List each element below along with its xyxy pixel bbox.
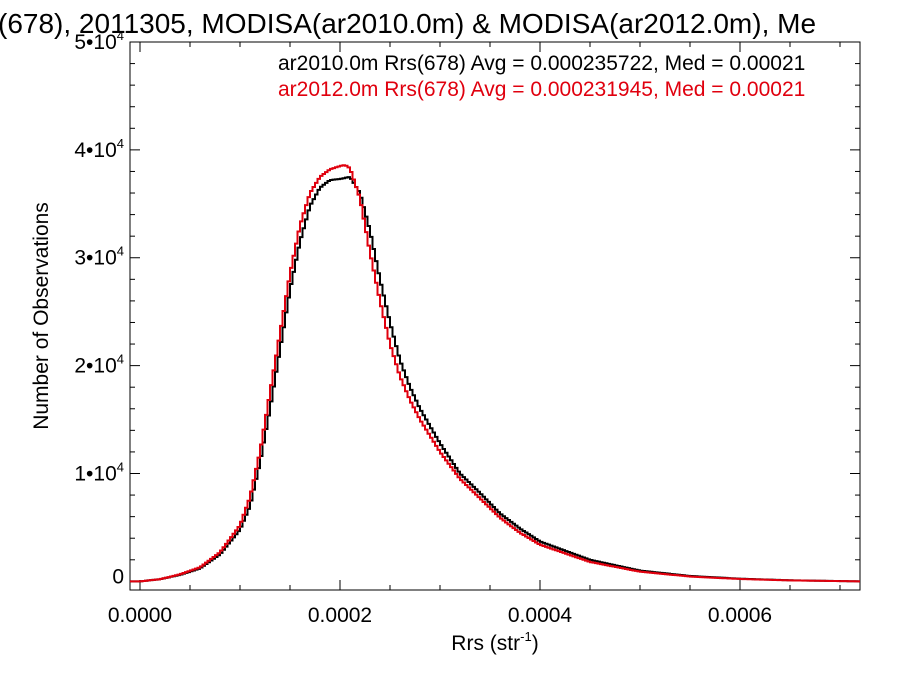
- y-tick-label: 1•104: [74, 459, 124, 485]
- x-tick-label: 0.0002: [308, 604, 372, 627]
- y-tick-label: 0: [112, 565, 124, 588]
- series-line-ar2012: [130, 164, 860, 583]
- plot-frame: [129, 41, 861, 591]
- y-tick-label: 3•104: [74, 244, 124, 270]
- x-tick-labels: 0.0000 0.0002 0.0004 0.0006: [108, 604, 772, 627]
- legend-entry-ar2012: ar2012.0m Rrs(678) Avg = 0.000231945, Me…: [278, 78, 805, 101]
- y-tick-labels: 0 1•104 2•104 3•104 4•104 5•104: [74, 28, 124, 588]
- y-axis-label: Number of Observations: [30, 202, 53, 430]
- x-tick-label: 0.0004: [508, 604, 573, 627]
- x-tick-label: 0.0000: [108, 604, 172, 627]
- y-tick-label: 5•104: [74, 28, 124, 54]
- series-line-ar2010: [130, 176, 860, 583]
- x-axis-label-sup: -1: [520, 629, 532, 644]
- chart-title: (678), 2011305, MODISA(ar2010.0m) & MODI…: [0, 8, 816, 39]
- x-axis-label-text: Rrs (str: [451, 632, 520, 655]
- x-axis-label-close: ): [532, 632, 539, 655]
- legend-entry-ar2010: ar2010.0m Rrs(678) Avg = 0.000235722, Me…: [278, 52, 805, 75]
- x-tick-label: 0.0006: [708, 604, 772, 627]
- y-tick-label: 4•104: [74, 136, 124, 162]
- y-tick-label: 2•104: [74, 352, 124, 378]
- series-lines: [130, 164, 860, 583]
- x-axis-label: Rrs (str-1): [451, 629, 538, 655]
